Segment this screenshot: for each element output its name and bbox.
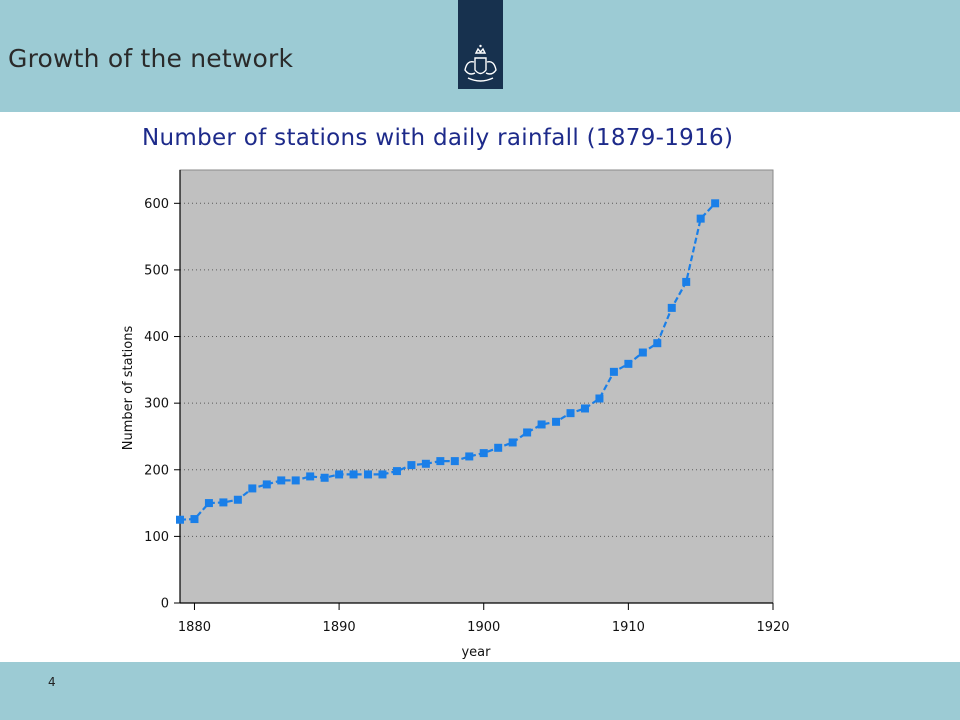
data-point [523, 428, 532, 437]
data-point [291, 476, 300, 485]
data-point [262, 480, 271, 489]
data-point [248, 484, 257, 493]
data-point [364, 470, 373, 479]
x-tick-label: 1900 [467, 620, 500, 635]
data-point [653, 339, 662, 348]
y-tick-label: 500 [144, 263, 169, 278]
data-point [508, 438, 517, 447]
data-point [682, 277, 691, 286]
data-point [638, 348, 647, 357]
data-point [190, 515, 199, 524]
data-point [392, 467, 401, 476]
data-point [436, 457, 445, 466]
data-point [537, 420, 546, 429]
data-point [277, 476, 286, 485]
data-point [624, 359, 633, 368]
data-point [407, 461, 416, 470]
page-number: 4 [48, 675, 56, 689]
data-point [335, 470, 344, 479]
data-point [349, 470, 358, 479]
chart-title: Number of stations with daily rainfall (… [142, 125, 734, 151]
x-tick-label: 1890 [323, 620, 356, 635]
data-point [595, 394, 604, 403]
data-point [711, 199, 720, 208]
y-tick-label: 200 [144, 463, 169, 478]
slide-title: Growth of the network [8, 44, 294, 73]
coat-of-arms-icon [464, 44, 497, 82]
data-point [552, 417, 561, 426]
y-tick-label: 400 [144, 330, 169, 345]
data-point [378, 470, 387, 479]
plot-area [179, 169, 774, 604]
axes: 0 100 200 300 400 500 600 1880 1890 1900 1910 1920 [144, 170, 790, 635]
data-point [176, 515, 184, 524]
data-point [306, 472, 315, 481]
grid-lines [180, 202, 773, 537]
data-point [667, 303, 676, 312]
data-point [450, 457, 459, 466]
footer-band [0, 662, 960, 720]
data-point [494, 443, 503, 452]
data-series [176, 199, 720, 524]
data-point [421, 459, 430, 468]
data-point [233, 495, 242, 504]
data-point [696, 214, 705, 223]
x-axis-label: year [461, 645, 491, 660]
x-tick-label: 1910 [612, 620, 645, 635]
x-tick-label: 1920 [756, 620, 789, 635]
y-axis-label: Number of stations [121, 326, 136, 451]
y-tick-label: 300 [144, 397, 169, 412]
data-point [219, 498, 228, 507]
x-tick-label: 1880 [178, 620, 211, 635]
data-point [465, 452, 474, 461]
data-point [204, 499, 213, 508]
data-point [320, 473, 329, 482]
y-tick-label: 0 [161, 597, 169, 612]
data-point [479, 449, 488, 458]
y-tick-label: 100 [144, 530, 169, 545]
data-point [580, 404, 589, 413]
data-point [609, 367, 618, 376]
y-tick-label: 600 [144, 197, 169, 212]
data-point [566, 409, 575, 418]
logo-tab [458, 0, 503, 89]
